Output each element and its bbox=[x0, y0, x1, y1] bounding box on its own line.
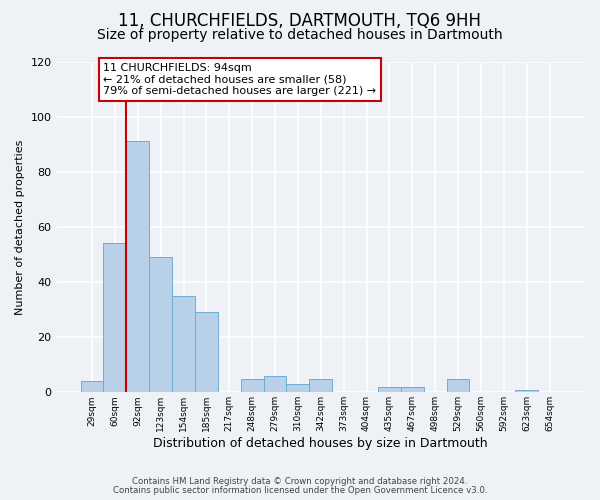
Bar bbox=[263, 376, 286, 392]
Bar bbox=[149, 257, 172, 392]
Bar bbox=[515, 390, 538, 392]
Bar bbox=[80, 382, 103, 392]
Text: 11 CHURCHFIELDS: 94sqm
← 21% of detached houses are smaller (58)
79% of semi-det: 11 CHURCHFIELDS: 94sqm ← 21% of detached… bbox=[103, 63, 377, 96]
Bar bbox=[401, 387, 424, 392]
X-axis label: Distribution of detached houses by size in Dartmouth: Distribution of detached houses by size … bbox=[154, 437, 488, 450]
Text: Size of property relative to detached houses in Dartmouth: Size of property relative to detached ho… bbox=[97, 28, 503, 42]
Bar bbox=[378, 387, 401, 392]
Text: Contains public sector information licensed under the Open Government Licence v3: Contains public sector information licen… bbox=[113, 486, 487, 495]
Y-axis label: Number of detached properties: Number of detached properties bbox=[15, 139, 25, 314]
Bar bbox=[286, 384, 310, 392]
Bar bbox=[241, 378, 263, 392]
Bar bbox=[446, 378, 469, 392]
Text: 11, CHURCHFIELDS, DARTMOUTH, TQ6 9HH: 11, CHURCHFIELDS, DARTMOUTH, TQ6 9HH bbox=[119, 12, 482, 30]
Bar bbox=[103, 244, 127, 392]
Bar bbox=[310, 378, 332, 392]
Bar bbox=[172, 296, 195, 392]
Bar bbox=[127, 142, 149, 392]
Text: Contains HM Land Registry data © Crown copyright and database right 2024.: Contains HM Land Registry data © Crown c… bbox=[132, 477, 468, 486]
Bar bbox=[195, 312, 218, 392]
